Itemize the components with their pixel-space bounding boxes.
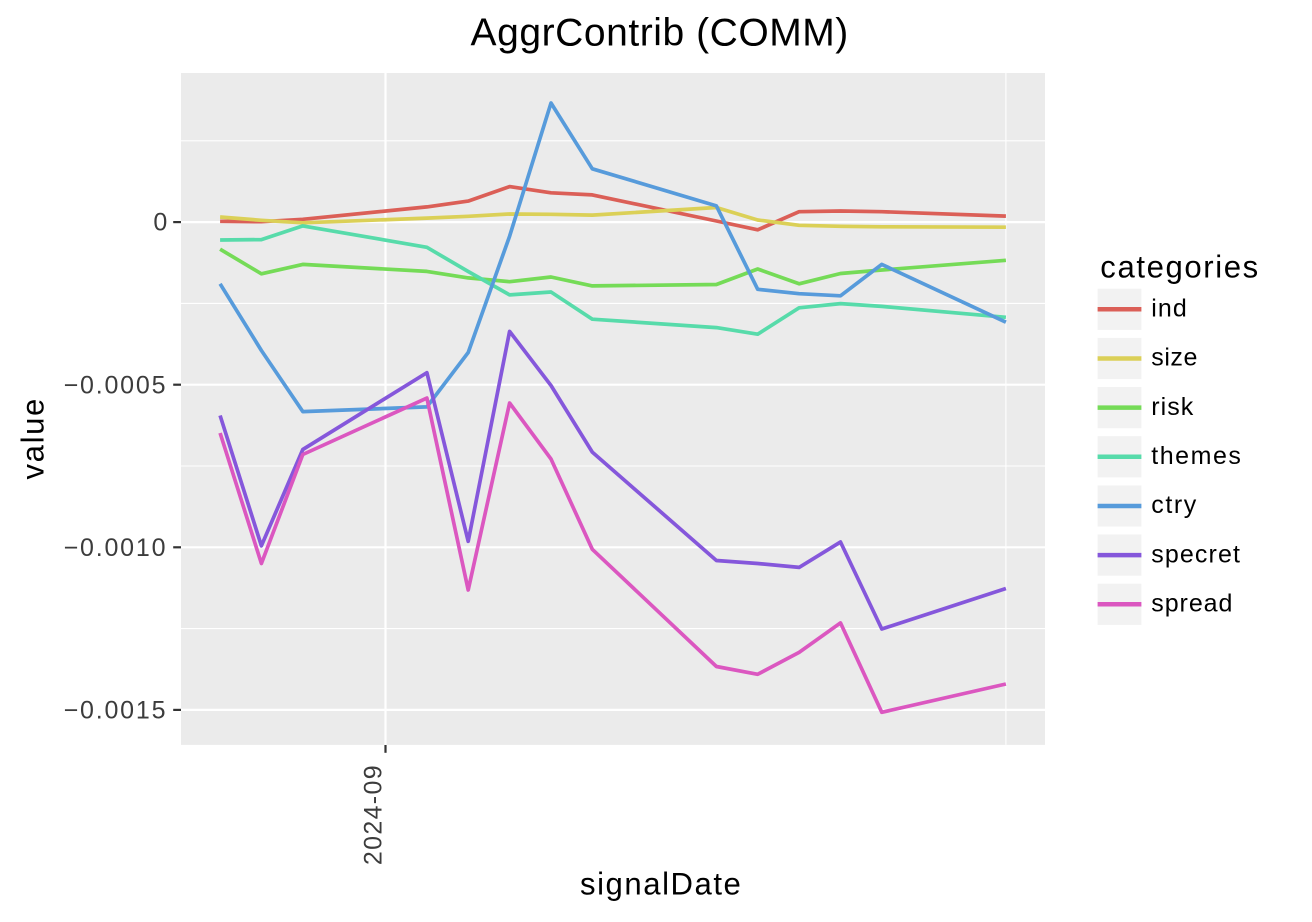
svg-text:ind: ind — [1151, 295, 1188, 323]
svg-text:risk: risk — [1151, 393, 1194, 421]
svg-text:−0.0005: −0.0005 — [64, 371, 168, 399]
svg-text:−0.0015: −0.0015 — [64, 697, 168, 725]
svg-text:2024-09: 2024-09 — [359, 764, 387, 865]
svg-text:spread: spread — [1151, 590, 1233, 618]
svg-text:categories: categories — [1100, 250, 1259, 285]
svg-text:specret: specret — [1151, 540, 1241, 568]
svg-text:AggrContrib (COMM): AggrContrib (COMM) — [471, 11, 849, 54]
svg-text:−0.0010: −0.0010 — [64, 534, 168, 562]
svg-text:size: size — [1151, 344, 1198, 372]
svg-text:signalDate: signalDate — [580, 866, 742, 901]
svg-text:value: value — [16, 397, 51, 479]
svg-text:ctry: ctry — [1151, 491, 1198, 519]
svg-text:themes: themes — [1151, 442, 1242, 470]
svg-text:0: 0 — [153, 209, 167, 237]
